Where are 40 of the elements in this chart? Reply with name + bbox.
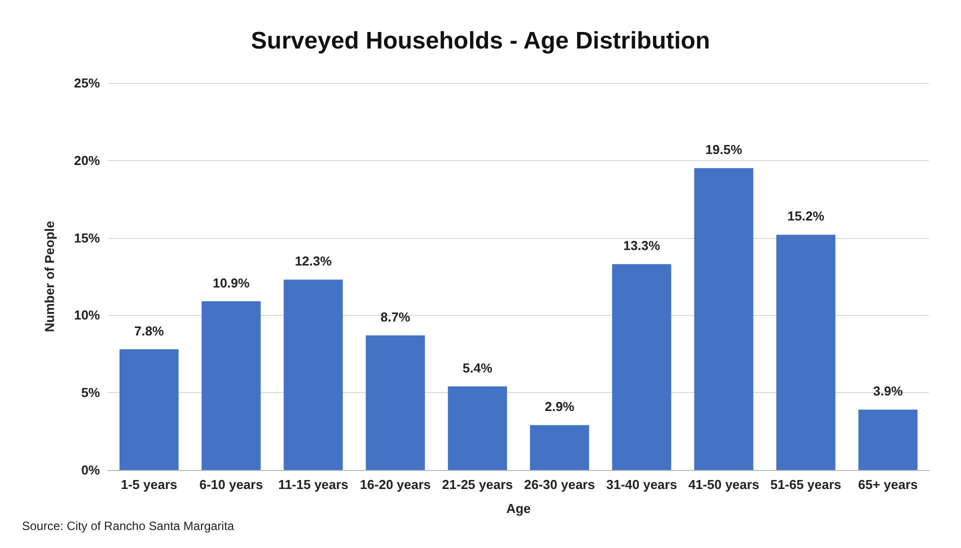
bar [530, 425, 590, 470]
bar [119, 349, 179, 470]
x-tick-label: 11-15 years [278, 477, 348, 492]
data-label: 7.8% [134, 323, 164, 338]
x-tick-label: 51-65 years [770, 477, 842, 492]
data-label: 10.9% [212, 275, 250, 290]
bar [858, 410, 918, 470]
bar [694, 168, 754, 470]
data-label: 8.7% [380, 309, 411, 324]
y-tick-label: 5% [81, 385, 100, 400]
data-label: 5.4% [462, 360, 493, 376]
bar [202, 301, 261, 470]
x-tick-label: 65+ years [858, 477, 918, 492]
chart-title: Surveyed Households - Age Distribution [250, 28, 710, 54]
bar [776, 234, 836, 470]
data-label: 2.9% [544, 399, 575, 414]
data-label: 13.3% [623, 238, 661, 254]
x-tick-label: 31-40 years [606, 477, 678, 492]
data-label: 15.2% [787, 208, 825, 224]
data-label: 3.9% [873, 384, 904, 399]
bar [448, 386, 508, 470]
y-tick-label: 0% [81, 462, 100, 478]
bar [284, 280, 343, 470]
x-tick-label: 26-30 years [524, 477, 595, 492]
source-note: Source: City of Rancho Santa Margarita [22, 519, 234, 533]
y-axis-title: Number of People [42, 220, 57, 332]
y-tick-label: 20% [74, 152, 100, 168]
x-tick-label: 16-20 years [360, 477, 431, 492]
y-tick-label: 15% [74, 230, 100, 246]
x-tick-label: 6-10 years [199, 477, 263, 492]
data-label: 12.3% [294, 254, 332, 269]
x-tick-label: 41-50 years [688, 477, 760, 492]
y-tick-label: 10% [74, 308, 100, 323]
x-tick-label: 21-25 years [442, 477, 513, 492]
bar [366, 335, 425, 470]
x-axis-title: Age [506, 501, 531, 516]
y-tick-label: 25% [74, 76, 100, 90]
data-label: 19.5% [705, 142, 743, 158]
x-tick-label: 1-5 years [120, 477, 178, 492]
bar [612, 264, 672, 470]
